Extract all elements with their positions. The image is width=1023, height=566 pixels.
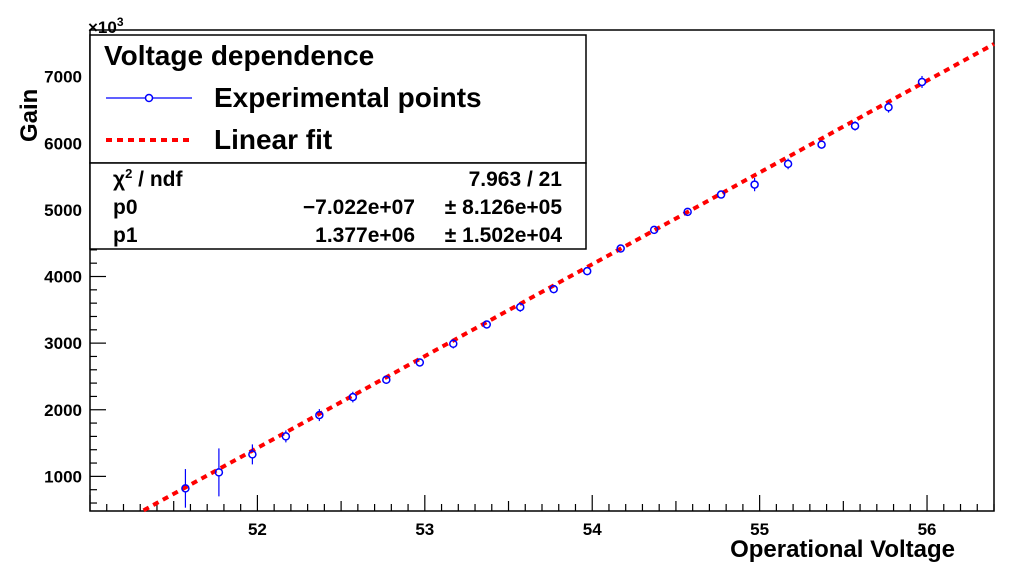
data-point xyxy=(716,190,726,199)
point-marker xyxy=(482,320,492,329)
legend-points-marker xyxy=(144,93,154,103)
data-point xyxy=(482,320,492,329)
fit-line-layer xyxy=(142,42,995,513)
data-point xyxy=(616,244,625,253)
y-tick-label: 1000 xyxy=(44,467,82,486)
x-tick-label: 56 xyxy=(918,520,937,539)
data-point xyxy=(449,339,458,349)
data-point xyxy=(181,469,190,508)
data-point xyxy=(549,284,558,294)
y-axis-title: Gain xyxy=(16,89,43,142)
point-marker xyxy=(716,190,726,199)
data-point xyxy=(214,448,224,497)
legend-label-fit: Linear fit xyxy=(214,124,332,155)
stats-value-p1: 1.377e+06 xyxy=(315,224,415,247)
point-marker xyxy=(683,207,692,217)
point-marker xyxy=(449,339,458,349)
fit-line xyxy=(142,42,995,513)
point-marker xyxy=(348,392,358,402)
stats-box: χ2 / ndf 7.963 / 21 p0 −7.022e+07 ± 8.12… xyxy=(89,162,587,250)
point-marker xyxy=(649,225,659,235)
data-points-layer xyxy=(181,75,927,508)
data-point xyxy=(415,358,425,367)
data-point xyxy=(649,225,659,235)
data-point xyxy=(817,140,826,149)
point-marker xyxy=(817,140,826,149)
x-tick-label: 53 xyxy=(415,520,434,539)
point-marker xyxy=(281,432,291,441)
stats-value-chi2: 7.963 / 21 xyxy=(469,168,563,191)
stats-label-p0: p0 xyxy=(113,196,138,219)
data-point xyxy=(884,101,893,113)
point-marker xyxy=(616,244,625,253)
point-marker xyxy=(582,266,592,276)
data-point xyxy=(917,75,927,88)
stats-error-p0: ± 8.126e+05 xyxy=(445,196,563,219)
point-marker xyxy=(783,159,793,169)
data-point xyxy=(248,444,257,465)
point-marker xyxy=(382,375,391,385)
point-marker xyxy=(181,484,190,493)
x-axis-title: Operational Voltage xyxy=(730,536,955,563)
y-tick-label: 4000 xyxy=(44,268,82,287)
data-point xyxy=(783,158,793,170)
x-tick-label: 52 xyxy=(248,520,267,539)
y-tick-label: 2000 xyxy=(44,401,82,420)
data-point xyxy=(315,409,324,422)
data-point xyxy=(281,430,291,443)
point-marker xyxy=(315,410,324,420)
stats-error-p1: ± 1.502e+04 xyxy=(445,224,563,247)
legend: Voltage dependence Experimental points L… xyxy=(89,34,587,164)
y-tick-label: 3000 xyxy=(44,334,82,353)
stats-label-p1: p1 xyxy=(113,224,138,247)
stats-value-p0: −7.022e+07 xyxy=(303,196,415,219)
point-marker xyxy=(214,468,224,477)
legend-label-points: Experimental points xyxy=(214,82,482,113)
point-marker xyxy=(917,77,927,87)
data-point xyxy=(683,207,692,217)
point-marker xyxy=(415,358,425,367)
data-point xyxy=(515,302,525,312)
legend-title: Voltage dependence xyxy=(104,40,374,71)
data-point xyxy=(850,121,860,131)
data-point xyxy=(750,177,759,192)
stats-label-chi2: χ2 / ndf xyxy=(113,166,183,191)
y-tick-label: 7000 xyxy=(44,68,82,87)
y-multiplier-label: ×103 xyxy=(88,15,124,37)
point-marker xyxy=(850,121,860,131)
y-tick-label: 6000 xyxy=(44,134,82,153)
x-tick-label: 54 xyxy=(583,520,602,539)
stats-box-frame xyxy=(89,162,587,250)
point-marker xyxy=(515,302,525,312)
data-point xyxy=(382,375,391,385)
point-marker xyxy=(248,450,257,459)
axes: 52 53 54 55 56 1000 2000 3000 4000 5000 6000 7000 xyxy=(44,29,995,539)
y-tick-label: 5000 xyxy=(44,201,82,220)
x-tick-label: 55 xyxy=(750,520,769,539)
point-marker xyxy=(750,180,759,189)
point-marker xyxy=(549,284,558,294)
data-point xyxy=(348,391,358,403)
point-marker xyxy=(884,103,893,112)
data-point xyxy=(582,266,592,276)
